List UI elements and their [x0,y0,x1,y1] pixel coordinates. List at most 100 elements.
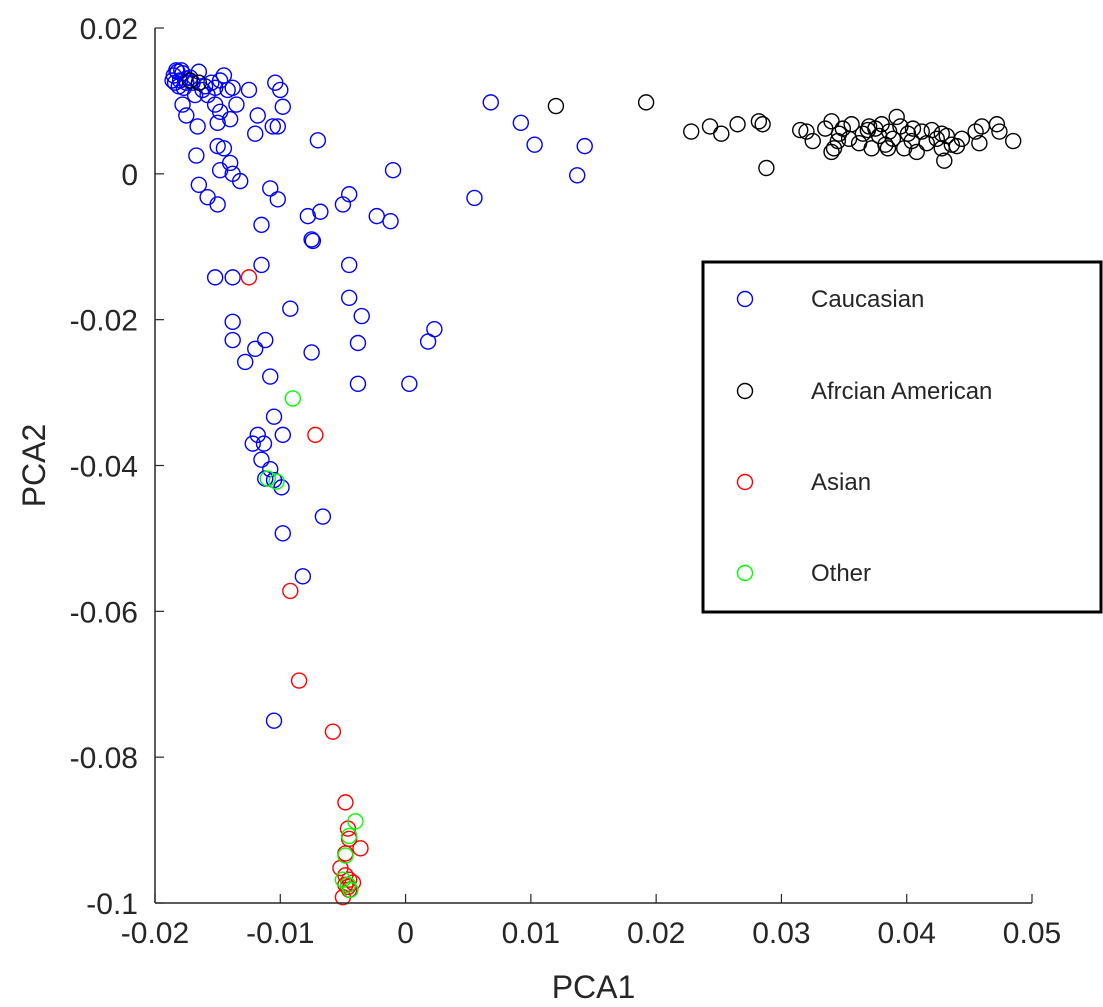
data-point [188,147,205,164]
data-point [312,203,329,220]
data-point [247,340,264,358]
data-point [923,121,940,139]
data-point [569,167,586,184]
data-point [349,375,367,393]
data-point [164,72,181,89]
x-tick-label: -0.01 [246,917,314,950]
data-point [307,426,324,444]
data-point [269,191,286,208]
data-point [294,568,312,585]
data-point [209,196,226,213]
data-point [860,118,878,135]
data-point [701,118,719,135]
data-point [991,123,1008,140]
data-point [257,331,274,349]
data-point [284,390,302,407]
data-point [209,114,226,131]
data-point [303,344,320,361]
data-point [274,98,291,115]
series-3 [259,390,364,899]
data-point [713,125,730,142]
x-tick-label: 0.04 [878,917,936,950]
data-point [967,123,984,140]
legend-label: Other [811,560,871,587]
data-point [178,107,195,124]
data-point [304,232,322,250]
data-point [190,74,208,91]
y-tick-label: -0.04 [70,451,138,484]
data-point [215,140,233,157]
data-point [971,135,988,152]
data-point [823,113,840,130]
data-point [264,118,281,135]
data-point [228,96,245,113]
data-point [262,180,279,197]
x-tick-label: 0.05 [1003,917,1061,950]
data-point [211,72,229,89]
data-point [253,451,270,468]
data-point [309,132,327,149]
data-point [224,313,241,331]
data-point [884,130,902,148]
data-point [221,110,239,128]
data-point [240,269,258,286]
data-point [879,140,897,157]
x-tick-label: 0 [397,917,414,950]
data-point [274,426,291,444]
data-point [224,331,241,349]
data-point [337,794,354,811]
data-point [173,62,190,79]
data-point [274,525,291,542]
x-tick-label: 0.02 [627,917,685,950]
data-point [340,256,358,274]
data-point [347,813,364,830]
series-2 [240,269,369,906]
data-point [282,582,299,600]
data-point [823,143,840,161]
data-point [303,231,320,248]
data-point [547,97,565,115]
data-point [259,470,276,487]
series-1 [181,72,1022,177]
data-point [904,120,922,137]
data-point [829,132,847,150]
data-point [353,307,370,325]
data-point [224,269,241,286]
data-point [342,881,359,899]
data-point [426,320,443,338]
data-point [888,108,905,126]
data-point [843,116,860,133]
data-point [272,81,289,99]
data-point [240,81,258,99]
data-point [199,188,216,206]
y-tick-label: -0.1 [86,888,138,921]
data-point [349,334,367,352]
data-point [337,847,354,864]
data-point [792,121,809,139]
data-point [282,300,299,317]
data-point [340,827,358,845]
data-point [683,123,700,140]
legend-marker [736,382,754,400]
data-point [758,159,775,177]
x-tick-label: 0.01 [502,917,560,950]
data-point [384,161,402,179]
data-point [324,723,342,740]
legend: Caucasian Afrcian American Asian Other [701,260,1103,614]
data-point [269,118,286,135]
data-point [255,435,273,452]
data-point [231,172,249,190]
legend-label: Afrcian American [811,378,992,405]
data-point [729,116,746,133]
data-point [512,114,530,131]
data-point [466,189,483,207]
data-point [209,137,226,155]
data-point [908,143,925,161]
data-point [368,207,385,225]
data-point [798,123,815,140]
data-point [168,62,185,79]
data-point [262,368,279,385]
y-tick-label: 0 [121,159,138,192]
data-point [190,63,208,80]
legend-label: Asian [811,469,871,496]
